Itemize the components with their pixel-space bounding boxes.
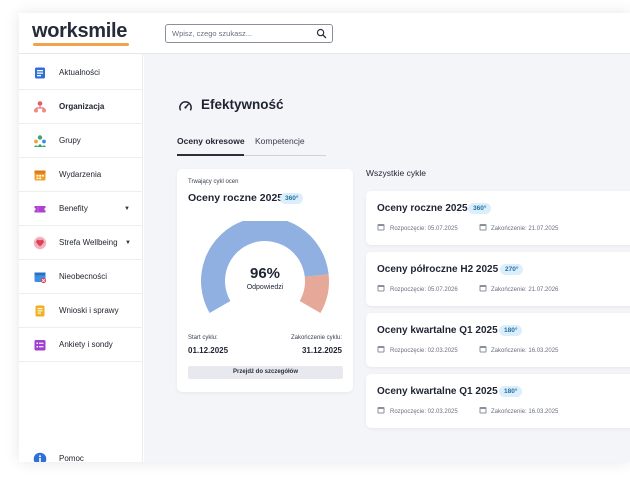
cycle-title: Oceny półroczne H2 2025 <box>377 264 499 275</box>
sidebar-item-label: Nieobecności <box>59 272 108 281</box>
calendar-icon <box>479 346 487 353</box>
calendar-icon <box>377 346 385 353</box>
sidebar-item-organizacja[interactable]: Organizacja <box>19 90 143 124</box>
tab-oceny-okresowe[interactable]: Oceny okresowe <box>177 136 245 146</box>
sidebar-item-grupy[interactable]: Grupy <box>19 124 143 158</box>
tab-divider <box>244 155 326 156</box>
active-tab-indicator <box>177 154 244 156</box>
ticket-icon <box>34 205 46 212</box>
info-icon <box>33 452 47 462</box>
sidebar-item-label: Benefity <box>59 204 88 213</box>
chevron-down-icon[interactable]: ▼ <box>124 205 130 212</box>
sidebar-item-ankiety[interactable]: Ankiety i sondy <box>19 328 143 362</box>
absence-icon <box>34 272 47 283</box>
main-content: Efektywność Oceny okresowe Kompetencje T… <box>144 54 630 462</box>
sidebar-item-aktualnosci[interactable]: Aktualności <box>19 56 143 90</box>
top-header: worksmile Wpisz, czego szukasz... <box>19 13 630 54</box>
requests-icon <box>35 305 45 316</box>
cycle-end: Zakończenie: 16.03.2025 <box>491 348 559 354</box>
heart-icon <box>33 236 47 249</box>
search-input[interactable]: Wpisz, czego szukasz... <box>165 24 333 43</box>
cycle-badge: 270° <box>500 264 524 275</box>
chevron-down-icon[interactable]: ▼ <box>125 239 131 246</box>
calendar-icon <box>34 170 46 180</box>
sidebar-item-label: Grupy <box>59 136 81 145</box>
sidebar-item-strefa-wellbeing[interactable]: Strefa Wellbeing ▼ <box>19 226 143 260</box>
all-cycles-heading: Wszystkie cykle <box>366 168 426 178</box>
sidebar-item-label: Organizacja <box>59 102 105 111</box>
details-button[interactable]: Przejdź do szczegółów <box>188 366 343 379</box>
start-date: 01.12.2025 <box>188 346 229 355</box>
logo-smile-underline <box>33 43 129 46</box>
cycle-start: Rozpoczęcie: 02.03.2025 <box>390 409 458 415</box>
current-cycle-card: Trwający cykl ocen Oceny roczne 2025 360… <box>177 169 353 392</box>
cycle-title: Oceny kwartalne Q1 2025 <box>377 325 498 336</box>
page-title: Efektywność <box>201 97 284 112</box>
calendar-icon <box>377 224 385 231</box>
groups-icon <box>34 134 46 147</box>
survey-icon <box>34 339 46 350</box>
calendar-icon <box>479 285 487 292</box>
current-cycle-label: Trwający cykl ocen <box>188 179 239 185</box>
response-label: Odpowiedzi <box>246 284 284 291</box>
cycle-start: Rozpoczęcie: 02.03.2025 <box>390 348 458 354</box>
worksmile-logo[interactable]: worksmile <box>32 20 128 42</box>
sidebar-item-nieobecnosci[interactable]: Nieobecności <box>19 260 143 294</box>
cycle-card[interactable]: Oceny roczne 2025 360° Rozpoczęcie: 05.0… <box>366 191 630 245</box>
sidebar: Aktualności Organizacja Grupy Wydarzenia… <box>19 54 143 462</box>
speedometer-icon <box>179 101 192 111</box>
search-icon[interactable] <box>316 28 327 39</box>
current-cycle-title: Oceny roczne 2025 <box>188 192 284 204</box>
news-icon <box>35 67 45 78</box>
cycle-end: Zakończenie: 21.07.2025 <box>491 226 559 232</box>
cycle-card[interactable]: Oceny kwartalne Q1 2025 180° Rozpoczęcie… <box>366 313 630 367</box>
cycle-badge: 360° <box>468 203 492 214</box>
gauge-remaining-arc <box>299 274 329 313</box>
sidebar-item-wydarzenia[interactable]: Wydarzenia <box>19 158 143 192</box>
sidebar-item-label: Strefa Wellbeing <box>59 238 118 247</box>
response-percent: 96% <box>249 265 281 282</box>
end-date: 31.12.2025 <box>301 346 342 355</box>
end-label: Zakończenie cyklu: <box>290 335 342 341</box>
sidebar-item-label: Wnioski i sprawy <box>59 306 119 315</box>
sidebar-item-label: Aktualności <box>59 68 100 77</box>
cycle-card[interactable]: Oceny półroczne H2 2025 270° Rozpoczęcie… <box>366 252 630 306</box>
cycle-end: Zakończenie: 21.07.2026 <box>491 287 559 293</box>
search-placeholder: Wpisz, czego szukasz... <box>172 29 253 38</box>
calendar-icon <box>479 224 487 231</box>
help-link[interactable]: Pomoc <box>19 444 143 462</box>
app-window: worksmile Wpisz, czego szukasz... Aktual… <box>19 13 630 462</box>
calendar-icon <box>377 285 385 292</box>
tab-kompetencje[interactable]: Kompetencje <box>255 136 305 146</box>
cycle-start: Rozpoczęcie: 05.07.2025 <box>390 226 458 232</box>
cycle-title: Oceny roczne 2025 <box>377 203 468 214</box>
help-label: Pomoc <box>59 454 84 462</box>
cycle-card[interactable]: Oceny kwartalne Q1 2025 180° Rozpoczęcie… <box>366 374 630 428</box>
cycle-title: Oceny kwartalne Q1 2025 <box>377 386 498 397</box>
calendar-icon <box>377 407 385 414</box>
sidebar-item-label: Wydarzenia <box>59 170 102 179</box>
sidebar-item-wnioski[interactable]: Wnioski i sprawy <box>19 294 143 328</box>
start-label: Start cyklu: <box>188 335 218 341</box>
response-gauge <box>201 221 329 313</box>
org-chart-icon <box>34 100 46 112</box>
sidebar-item-label: Ankiety i sondy <box>59 340 113 349</box>
status-badge: 360° <box>280 193 304 204</box>
cycle-badge: 180° <box>499 386 523 397</box>
cycle-badge: 180° <box>499 325 523 336</box>
sidebar-item-benefity[interactable]: Benefity ▼ <box>19 192 143 226</box>
cycle-end: Zakończenie: 16.03.2025 <box>491 409 559 415</box>
gauge-responded-arc <box>201 221 329 313</box>
calendar-icon <box>479 407 487 414</box>
cycle-start: Rozpoczęcie: 05.07.2026 <box>390 287 458 293</box>
